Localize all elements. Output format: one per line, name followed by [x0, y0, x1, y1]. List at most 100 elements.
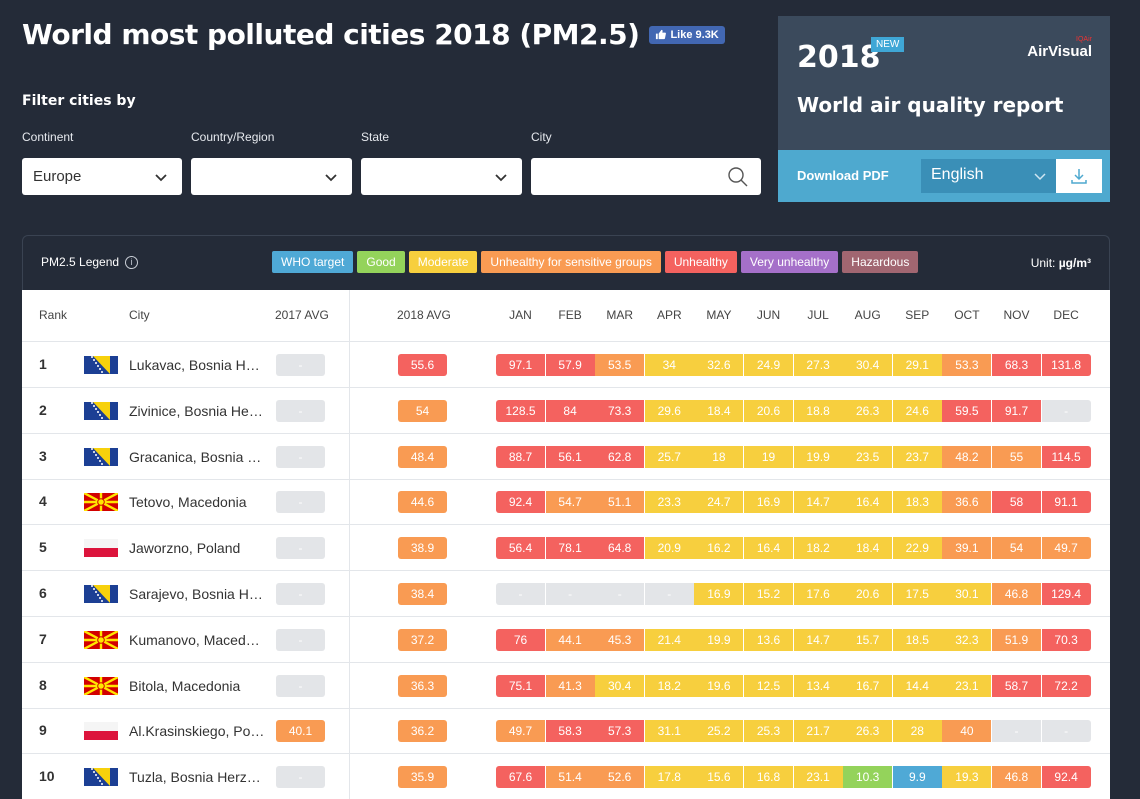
month-value-cell: 59.5	[942, 399, 992, 422]
month-value-cell: 16.8	[744, 766, 793, 789]
avg-2017-cell: -	[276, 491, 325, 514]
month-value-cell: 92.4	[496, 491, 545, 514]
month-value-cell: 41.3	[545, 674, 595, 697]
legend-chip[interactable]: Good	[357, 251, 405, 273]
download-button[interactable]	[1056, 159, 1102, 193]
page-header: World most polluted cities 2018 (PM2.5) …	[22, 18, 725, 51]
header-month[interactable]: JUN	[756, 308, 781, 322]
city-link[interactable]: Lukavac, Bosnia Herzegovina	[129, 357, 265, 373]
brand-prefix: IQAir	[1076, 36, 1092, 43]
download-bar: Download PDF English	[778, 150, 1110, 202]
language-select[interactable]: English	[921, 159, 1056, 193]
city-link[interactable]: Kumanovo, Macedonia	[129, 631, 265, 648]
avg-2017-cell: -	[276, 628, 325, 651]
month-value-cell: 32.3	[942, 628, 992, 651]
city-search-input[interactable]	[531, 158, 761, 195]
table-row[interactable]: 8 Bitola, Macedonia -36.3 75.1 41.3 30.4 18.2 1…	[22, 663, 1110, 709]
facebook-like-button[interactable]: Like 9.3K	[649, 25, 725, 44]
table-row[interactable]: 5 Jaworzno, Poland -38.9 56.4 78.1 64.8 20.9 16…	[22, 525, 1110, 572]
filter-title: Filter cities by	[22, 93, 136, 109]
city-link[interactable]: Jaworzno, Poland	[129, 540, 241, 557]
legend-title: PM2.5 Legend i	[41, 255, 139, 269]
table-row[interactable]: 9 Al.Krasinskiego, Poland 40.1 36.2 49.7 58.3…	[22, 708, 1110, 755]
table-row[interactable]: 1 Lukavac, Bosnia Herzegovina- 55.6 97.157.…	[22, 342, 1110, 388]
month-value-cell: 64.8	[595, 537, 645, 560]
city-link[interactable]: Zivinice, Bosnia Herzegovina	[129, 402, 265, 419]
legend-chip[interactable]: Very unhealthy	[740, 251, 839, 273]
header-month[interactable]: MAR	[606, 308, 634, 322]
month-value-cell: 18	[694, 445, 744, 468]
header-month[interactable]: JUL	[807, 308, 829, 322]
header-month[interactable]: MAY	[706, 308, 732, 322]
month-value-cell: -	[496, 583, 545, 605]
header-2017-avg[interactable]: 2017 AVG	[275, 308, 329, 322]
avg-2018-cell: 36.3	[398, 674, 447, 697]
month-value-cell: 16.4	[744, 537, 793, 560]
month-value-cell: 51.1	[595, 491, 645, 514]
city-link[interactable]: Bitola, Macedonia	[129, 677, 241, 694]
month-value-cell: 23.1	[793, 766, 843, 789]
month-value-cell: 19.9	[694, 628, 744, 651]
header-month[interactable]: JAN	[509, 308, 532, 322]
month-value-cell: 26.3	[843, 720, 893, 743]
avg-2017-cell: -	[276, 445, 325, 468]
report-card[interactable]: 2018 NEW IQAir AirVisual World air quali…	[778, 16, 1110, 202]
month-value-cell: 58	[992, 491, 1041, 514]
continent-select[interactable]: Europe	[22, 158, 182, 195]
header-month[interactable]: FEB	[558, 308, 582, 322]
rank-number: 8	[39, 676, 47, 693]
report-subtitle: World air quality report	[797, 93, 1064, 117]
state-select[interactable]	[361, 158, 522, 195]
info-icon[interactable]: i	[125, 255, 139, 269]
city-link[interactable]: Tetovo, Macedonia	[129, 494, 247, 511]
header-month[interactable]: APR	[656, 308, 682, 322]
header-month[interactable]: NOV	[1003, 308, 1030, 322]
search-icon[interactable]	[727, 166, 749, 188]
header-month[interactable]: DEC	[1053, 308, 1079, 322]
country-select[interactable]	[191, 158, 352, 195]
legend-label: PM2.5 Legend	[41, 255, 120, 269]
city-link[interactable]: Gracanica, Bosnia Herzegovina	[129, 448, 265, 465]
table-row[interactable]: 7 Kumanovo, Macedonia -37.2 76 44.1 45.3 21.4 1…	[22, 617, 1110, 663]
avg-2018-cell: 44.6	[398, 491, 447, 514]
legend-chip[interactable]: Moderate	[408, 251, 478, 273]
city-link[interactable]: Al.Krasinskiego, Poland	[129, 723, 265, 740]
month-value-cell: 24.6	[892, 399, 942, 422]
language-value: English	[931, 166, 984, 183]
avg-2018-cell: 36.2	[398, 720, 447, 743]
header-city[interactable]: City	[129, 308, 150, 322]
continent-label: Continent	[22, 130, 74, 144]
month-value-cell: 67.6	[496, 766, 545, 789]
legend-chip[interactable]: Unhealthy for sensitive groups	[481, 251, 661, 273]
month-value-cell: 20.6	[744, 399, 793, 422]
rank-number: 9	[39, 722, 47, 739]
header-month[interactable]: OCT	[954, 308, 980, 322]
table-row[interactable]: 10 Tuzla, Bosnia Herzegovina- 35.9 67.651.4…	[22, 754, 1110, 799]
month-value-cell: 18.2	[644, 674, 694, 697]
city-link[interactable]: Sarajevo, Bosnia Herzegovina	[129, 586, 265, 602]
avg-2018-cell: 35.9	[398, 766, 447, 789]
header-month[interactable]: SEP	[905, 308, 930, 322]
month-value-cell: 15.7	[843, 628, 893, 651]
chevron-down-icon	[1034, 173, 1046, 181]
header-2018-avg[interactable]: 2018 AVG	[397, 308, 451, 322]
legend-chip[interactable]: Unhealthy	[664, 251, 737, 273]
rank-number: 3	[39, 447, 47, 464]
legend-chip[interactable]: WHO target	[272, 251, 354, 273]
month-value-cell: 129.4	[1041, 583, 1091, 605]
country-flag-icon	[84, 585, 118, 603]
header-rank[interactable]: Rank	[39, 308, 68, 322]
month-value-cell: 18.8	[793, 399, 843, 422]
month-value-cell: 88.7	[496, 445, 545, 468]
unit-label: Unit: µg/m³	[1031, 256, 1091, 270]
month-value-cell: 51.9	[992, 628, 1041, 651]
month-value-cell: 23.1	[942, 674, 992, 697]
header-month[interactable]: AUG	[854, 308, 881, 322]
month-value-cell: 75.1	[496, 674, 545, 697]
legend-chip[interactable]: Hazardous	[842, 251, 919, 273]
city-link[interactable]: Tuzla, Bosnia Herzegovina	[129, 769, 265, 786]
table-row[interactable]: 4 Tetovo, Macedonia - 44.6 92.4 54.7 51.1 23.3 2…	[22, 479, 1110, 526]
